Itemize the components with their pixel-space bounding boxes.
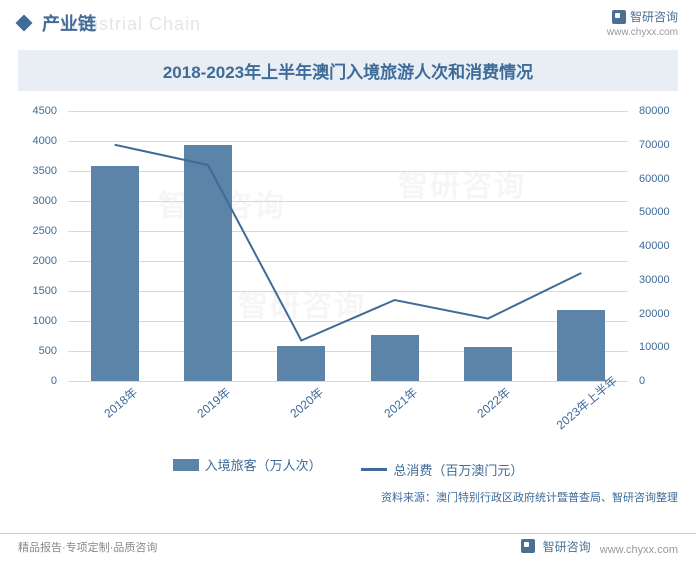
y-left-tick: 0 <box>51 375 57 387</box>
brand-top: 智研咨询 www.chyxx.com <box>607 8 678 38</box>
legend: 入境旅客（万人次） 总消费（百万澳门元） <box>0 455 696 479</box>
legend-line-label: 总消费（百万澳门元） <box>393 460 523 479</box>
legend-bar-swatch <box>173 459 199 471</box>
gridline <box>68 381 628 382</box>
x-label: 2018年 <box>100 384 141 422</box>
diamond-icon <box>16 15 33 32</box>
y-left-tick: 1000 <box>33 315 57 327</box>
footer: 精品报告·专项定制·品质咨询 智研咨询 www.chyxx.com <box>0 533 696 557</box>
footer-brand-name: 智研咨询 <box>543 538 591 555</box>
x-label: 2021年 <box>380 384 421 422</box>
brand-name-top: 智研咨询 <box>630 8 678 25</box>
y-left-tick: 4000 <box>33 135 57 147</box>
y-right-tick: 30000 <box>639 274 670 286</box>
legend-bar-label: 入境旅客（万人次） <box>205 455 322 474</box>
brand-logo-icon <box>612 10 626 24</box>
x-label: 2019年 <box>193 384 234 422</box>
y-right-tick: 0 <box>639 375 645 387</box>
x-label: 2022年 <box>473 384 514 422</box>
chart-title-box: 2018-2023年上半年澳门入境旅游人次和消费情况 <box>18 50 678 91</box>
y-right-tick: 50000 <box>639 206 670 218</box>
y-right-tick: 10000 <box>639 341 670 353</box>
y-right-tick: 40000 <box>639 240 670 252</box>
y-axis-left: 050010001500200025003000350040004500 <box>18 111 63 381</box>
y-left-tick: 2500 <box>33 225 57 237</box>
section-title: 产业链 <box>42 10 96 36</box>
chart-title: 2018-2023年上半年澳门入境旅游人次和消费情况 <box>18 58 678 83</box>
y-right-tick: 70000 <box>639 139 670 151</box>
footer-brand: 智研咨询 www.chyxx.com <box>521 538 678 557</box>
y-left-tick: 4500 <box>33 105 57 117</box>
y-axis-right: 0100002000030000400005000060000700008000… <box>633 111 678 381</box>
y-left-tick: 1500 <box>33 285 57 297</box>
y-left-tick: 3500 <box>33 165 57 177</box>
y-left-tick: 500 <box>39 345 57 357</box>
legend-item-bar: 入境旅客（万人次） <box>173 455 322 474</box>
brand-url-top: www.chyxx.com <box>607 27 678 38</box>
x-axis-labels: 2018年2019年2020年2021年2022年2023年上半年 <box>68 386 628 451</box>
y-right-tick: 80000 <box>639 105 670 117</box>
legend-item-line: 总消费（百万澳门元） <box>361 460 523 479</box>
footer-logo-icon <box>521 539 535 553</box>
y-left-tick: 3000 <box>33 195 57 207</box>
chart-plot <box>68 111 628 381</box>
y-right-tick: 60000 <box>639 173 670 185</box>
chart-area: 智研咨询 智研咨询 智研咨询 0500100015002000250030003… <box>18 101 678 451</box>
y-left-tick: 2000 <box>33 255 57 267</box>
x-label: 2020年 <box>287 384 328 422</box>
footer-left: 精品报告·专项定制·品质咨询 <box>18 539 157 555</box>
line-series <box>68 111 628 381</box>
legend-line-swatch <box>361 468 387 471</box>
source-text: 资料来源：澳门特别行政区政府统计暨普查局、智研咨询整理 <box>18 489 678 505</box>
footer-brand-url: www.chyxx.com <box>600 544 678 556</box>
y-right-tick: 20000 <box>639 308 670 320</box>
